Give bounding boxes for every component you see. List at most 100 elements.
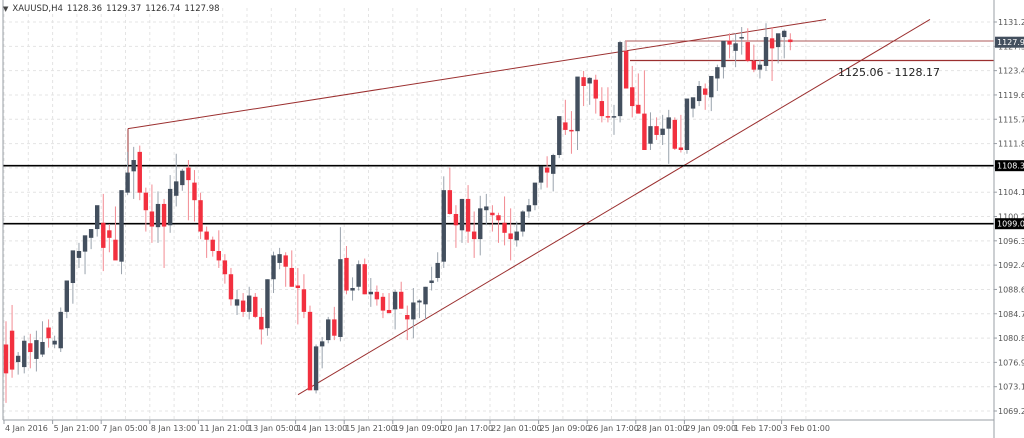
candle (757, 59, 763, 79)
candle (575, 76, 580, 150)
candle (678, 114, 684, 153)
symbol-label: XAUUSD,H4 (12, 4, 63, 14)
candle (417, 299, 422, 319)
candle (544, 156, 550, 188)
candle (40, 321, 45, 358)
candle (192, 170, 197, 222)
candle (301, 274, 307, 319)
price-tag: 1099.05 (997, 220, 1024, 229)
collapse-triangle-icon[interactable]: ▼ (3, 5, 9, 13)
candle (721, 40, 726, 79)
candle (441, 176, 446, 268)
candle (149, 184, 155, 243)
y-tick-label: 1092.40 (998, 261, 1024, 270)
candle (703, 83, 708, 110)
x-tick-label: 8 Jan 13:00 (151, 424, 197, 433)
candle (326, 316, 331, 344)
candle (240, 293, 246, 317)
low-value: 1126.74 (145, 4, 181, 14)
candle (362, 258, 367, 295)
candle (95, 205, 100, 237)
candle (471, 211, 477, 258)
candle (265, 279, 270, 336)
candle (490, 205, 495, 232)
candle (155, 191, 161, 243)
x-tick-label: 5 Jan 21:00 (54, 424, 100, 433)
range-box (624, 40, 994, 62)
candle (478, 195, 483, 256)
candle (46, 319, 51, 348)
candle (684, 98, 690, 154)
candle (727, 33, 732, 59)
x-tick-label: 1 Feb 17:00 (734, 424, 781, 433)
y-tick-label: 1096.30 (998, 237, 1024, 246)
y-tick-label: 1069.20 (998, 407, 1024, 416)
candle (289, 250, 294, 287)
candle (405, 305, 410, 341)
x-tick-label: 11 Jan 21:00 (199, 424, 250, 433)
candle (411, 288, 416, 339)
candle (131, 146, 136, 199)
candle (563, 99, 568, 135)
candle (696, 80, 702, 107)
candle (143, 187, 149, 232)
candle (58, 307, 63, 353)
candle (587, 77, 592, 105)
candle (234, 289, 240, 316)
candle (216, 230, 221, 268)
x-tick-label: 22 Jan 01:00 (491, 424, 542, 433)
candle (423, 286, 428, 320)
candle (338, 227, 343, 342)
candle (307, 305, 313, 391)
candle (313, 344, 319, 394)
y-tick-label: 1080.80 (998, 334, 1024, 343)
candle (557, 116, 562, 159)
candle (180, 168, 185, 191)
candle (374, 285, 380, 306)
candle (368, 277, 373, 307)
candle (709, 75, 714, 112)
candle (399, 281, 404, 309)
candle (435, 252, 440, 282)
candle (28, 333, 33, 369)
candle (551, 153, 556, 192)
candle (350, 277, 355, 301)
candle (690, 97, 696, 118)
candle (107, 224, 112, 253)
candle (344, 245, 349, 295)
upper-channel-trendline (127, 18, 827, 130)
candle (76, 242, 82, 268)
x-tick-label: 26 Jan 17:00 (588, 424, 639, 433)
open-value: 1128.36 (66, 4, 103, 14)
close-value: 1127.98 (184, 4, 220, 14)
candle (745, 28, 750, 63)
x-tick-label: 29 Jan 09:00 (685, 424, 736, 433)
candle (161, 198, 167, 268)
candle (623, 40, 629, 89)
candle (733, 33, 738, 68)
candle (82, 235, 88, 275)
candle (386, 293, 392, 314)
y-tick-label: 1073.10 (998, 383, 1024, 392)
y-tick-label: 1104.10 (998, 188, 1024, 197)
candle (204, 226, 209, 258)
candle (630, 65, 635, 118)
candle (259, 308, 264, 345)
candle (769, 27, 775, 81)
candle (788, 33, 793, 51)
candle (532, 182, 538, 211)
x-tick-label: 3 Feb 01:00 (783, 424, 830, 433)
candle (496, 212, 501, 243)
candle (672, 117, 677, 150)
candle (459, 198, 465, 243)
candle (52, 335, 57, 349)
candle (319, 336, 325, 369)
y-tick-label: 1123.40 (998, 67, 1024, 76)
candle (167, 175, 173, 233)
candle (34, 330, 39, 372)
price-tag: 1127.98 (997, 38, 1024, 47)
candle (253, 293, 258, 319)
candle (739, 27, 744, 55)
